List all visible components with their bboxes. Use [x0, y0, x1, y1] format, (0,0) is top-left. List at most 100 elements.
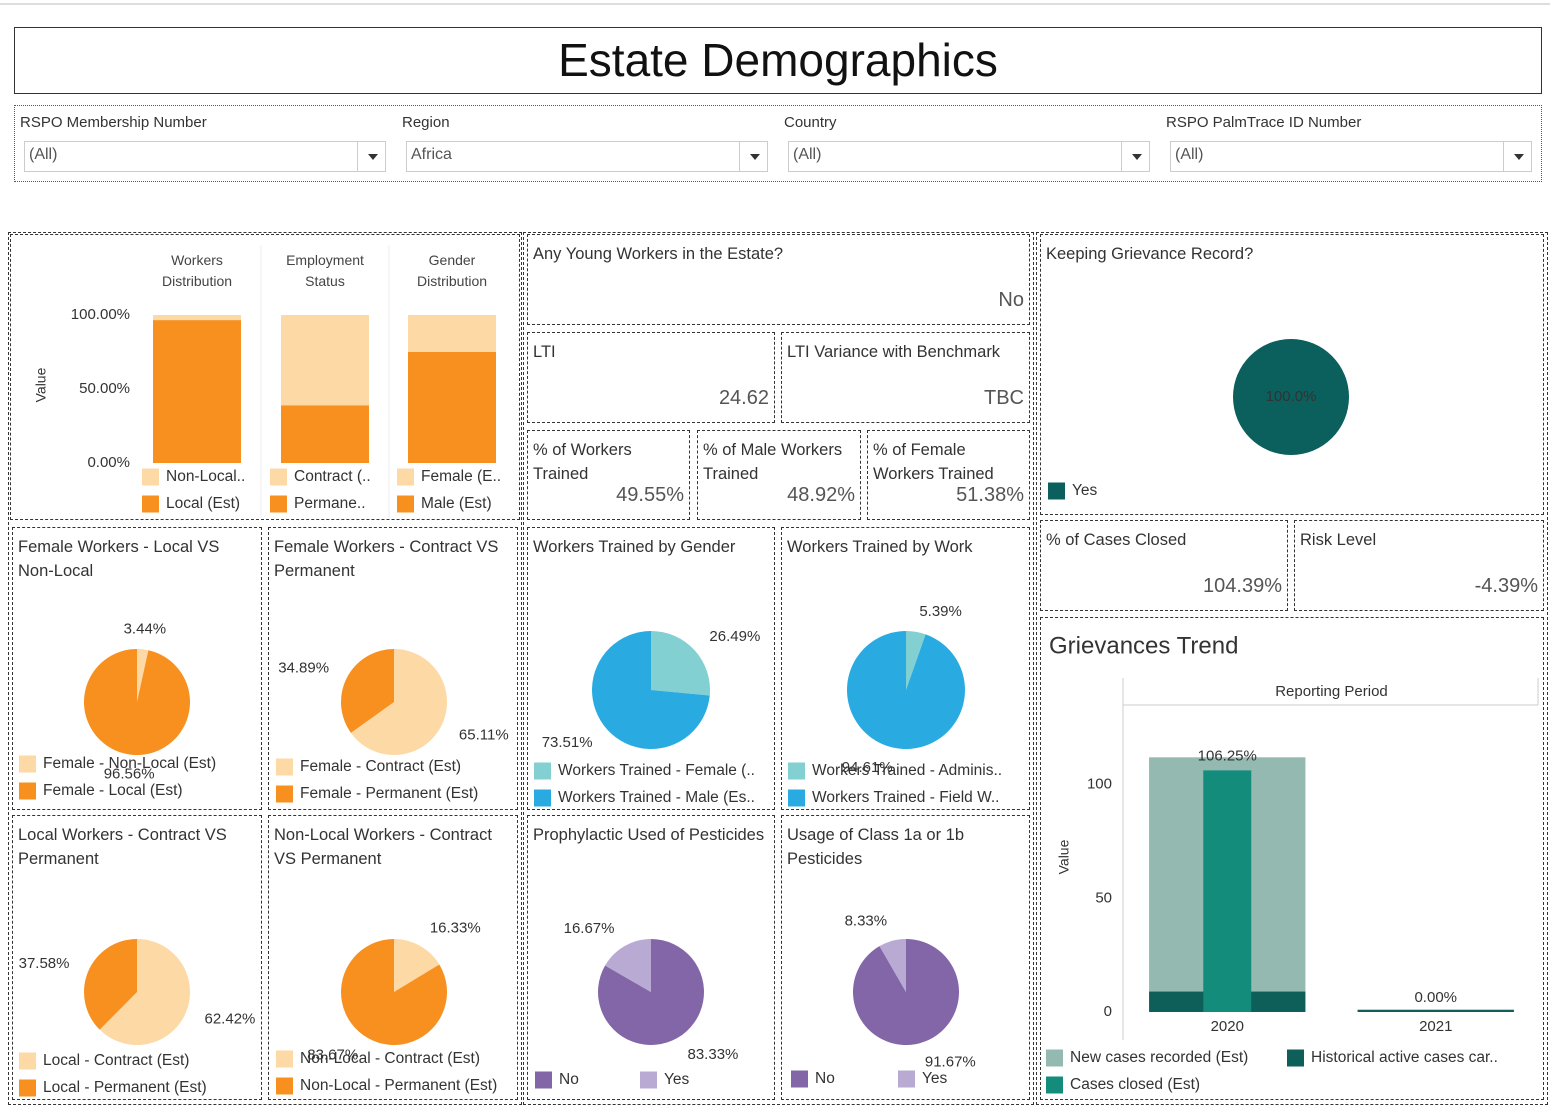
y-tick-label: 0.00% — [87, 454, 130, 471]
top-rule — [0, 3, 1550, 5]
legend-label: Yes — [1072, 482, 1098, 499]
pie-slice — [340, 649, 394, 733]
legend-label: Contract (.. — [294, 468, 371, 485]
kpi-label: Any Young Workers in the Estate? — [533, 245, 784, 263]
filter-value[interactable]: Africa — [411, 146, 452, 163]
chart-title: Keeping Grievance Record? — [1046, 245, 1254, 263]
data-label: 96.56% — [104, 766, 155, 783]
data-label: 37.58% — [19, 955, 70, 972]
data-label: 3.44% — [124, 620, 167, 637]
filter-dropdown[interactable] — [406, 141, 768, 172]
pie-slice — [605, 939, 651, 992]
legend-swatch — [1046, 1076, 1063, 1094]
chart-title: Female Workers - Local VS Non-Local — [18, 538, 220, 580]
pie-slice — [879, 939, 906, 992]
data-label: 0.00% — [1414, 989, 1457, 1006]
legend-swatch — [1048, 482, 1065, 500]
kpi-label: % of Female Workers Trained — [873, 441, 994, 483]
data-label: 5.39% — [919, 603, 962, 620]
filter-value[interactable]: (All) — [1175, 146, 1204, 163]
category-label: Gender Distribution — [416, 252, 488, 289]
kpi-label: LTI Variance with Benchmark — [787, 343, 1001, 361]
legend-label: Female - Contract (Est) — [300, 758, 461, 775]
legend-label: Non-Local - Contract (Est) — [300, 1050, 480, 1067]
category-label: Workers Distribution — [161, 252, 233, 289]
chart-title: Prophylactic Used of Pesticides — [533, 826, 765, 844]
data-label: 83.67% — [307, 1047, 358, 1064]
y-tick-label: 0 — [1104, 1003, 1112, 1020]
chart-title: Workers Trained by Work — [787, 538, 973, 556]
legend-swatch — [19, 1079, 36, 1097]
filter-value[interactable]: (All) — [29, 146, 58, 163]
pie-slice — [1233, 339, 1349, 455]
category-label: Employment Status — [286, 252, 364, 289]
kpi-panel — [697, 430, 861, 520]
y-tick-label: 100 — [1087, 776, 1112, 793]
legend-label: No — [815, 1070, 835, 1087]
legend-label: Yes — [664, 1071, 690, 1088]
chart-title: Workers Trained by Gender — [533, 538, 736, 556]
dropdown-arrow[interactable] — [1132, 154, 1142, 160]
legend-label: Workers Trained - Adminis.. — [812, 762, 1002, 779]
data-label: 16.33% — [430, 919, 481, 936]
dropdown-arrow[interactable] — [368, 154, 378, 160]
legend-label: New cases recorded (Est) — [1070, 1049, 1248, 1066]
dropdown-arrow[interactable] — [750, 154, 760, 160]
pie-slice — [651, 631, 710, 696]
legend-label: No — [559, 1071, 579, 1088]
filter-dropdown[interactable] — [788, 141, 1150, 172]
data-label: 106.25% — [1198, 747, 1257, 764]
filter-value[interactable]: (All) — [793, 146, 822, 163]
filter-dropdown[interactable] — [1170, 141, 1532, 172]
data-label: 34.89% — [278, 660, 329, 677]
kpi-value: No — [998, 289, 1024, 311]
legend-swatch — [534, 789, 551, 807]
pie-slice — [906, 631, 926, 690]
legend-label: Local - Permanent (Est) — [43, 1079, 207, 1096]
dropdown-divider — [357, 142, 358, 171]
x-tick-label: 2020 — [1211, 1018, 1244, 1035]
legend-swatch — [534, 762, 551, 780]
column — [1036, 232, 1548, 1105]
legend-swatch — [898, 1070, 915, 1088]
column — [8, 232, 522, 1105]
legend-swatch — [19, 755, 36, 773]
kpi-label: LTI — [533, 343, 556, 361]
pie-panel — [12, 815, 262, 1100]
kpi-panel — [527, 430, 690, 520]
legend-swatch — [142, 495, 159, 513]
data-label: 91.67% — [925, 1053, 976, 1070]
y-tick-label: 50.00% — [79, 380, 130, 397]
pie-slice — [99, 939, 191, 1045]
data-label: 8.33% — [845, 912, 888, 929]
kpi-panel — [527, 332, 775, 423]
bar-segment — [153, 320, 241, 463]
kpi-label: % of Cases Closed — [1046, 531, 1187, 549]
data-label: 26.49% — [709, 628, 760, 645]
kpi-panel — [781, 332, 1030, 423]
data-label: 73.51% — [542, 734, 593, 751]
legend-label: Yes — [922, 1070, 948, 1087]
kpi-panel — [1294, 520, 1544, 611]
title: Estate Demographics — [558, 34, 998, 86]
dropdown-arrow[interactable] — [1514, 154, 1524, 160]
bar-segment — [1357, 1009, 1514, 1012]
pie-slice — [592, 631, 710, 749]
kpi-value: 49.55% — [616, 484, 684, 506]
filter-label: RSPO Membership Number — [20, 114, 207, 131]
legend-swatch — [1287, 1049, 1304, 1067]
bar-segment — [281, 315, 369, 406]
kpi-label: % of Male Workers Trained — [703, 441, 843, 483]
legend-swatch — [276, 785, 293, 803]
bar — [1203, 770, 1252, 1012]
title-box — [14, 27, 1542, 94]
chart-title: Female Workers - Contract VS Permanent — [274, 538, 499, 580]
filter-dropdown[interactable] — [24, 141, 386, 172]
legend-label: Workers Trained - Female (.. — [558, 762, 755, 779]
data-label: 100.0% — [1266, 388, 1317, 405]
legend-swatch — [270, 468, 287, 486]
legend-label: Historical active cases car.. — [1311, 1049, 1498, 1066]
data-label: 94.61% — [842, 759, 893, 776]
pie-panel — [527, 527, 775, 810]
